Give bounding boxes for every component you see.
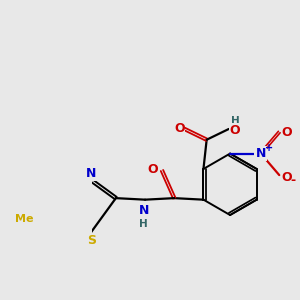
Text: N: N: [86, 167, 96, 180]
Text: O: O: [281, 171, 292, 184]
Text: O: O: [174, 122, 185, 136]
Text: S: S: [87, 234, 96, 247]
Text: N: N: [139, 204, 149, 217]
Text: N: N: [256, 147, 266, 160]
Text: H: H: [140, 219, 148, 229]
Text: O: O: [148, 163, 158, 176]
Text: +: +: [265, 143, 273, 153]
Text: -: -: [291, 174, 296, 187]
Text: O: O: [281, 126, 292, 139]
Text: H: H: [231, 116, 239, 126]
Text: Me: Me: [15, 214, 34, 224]
Text: O: O: [230, 124, 240, 137]
